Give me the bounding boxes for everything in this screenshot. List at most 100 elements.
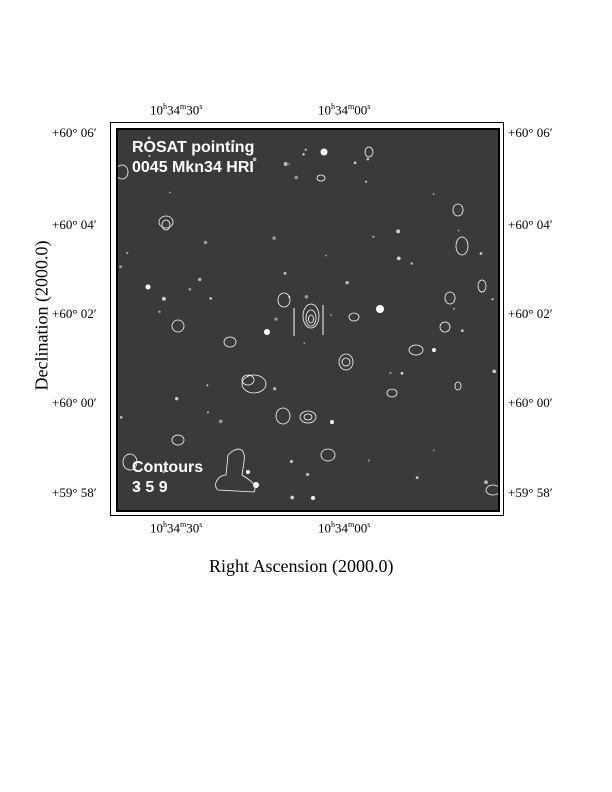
contour bbox=[302, 303, 320, 329]
contour bbox=[341, 357, 351, 367]
dec-tick-left-5: +59° 58′ bbox=[52, 485, 97, 500]
star bbox=[302, 153, 305, 156]
contour bbox=[277, 292, 291, 308]
star bbox=[303, 342, 306, 345]
star bbox=[206, 411, 209, 414]
contour bbox=[275, 407, 291, 425]
star bbox=[367, 459, 370, 462]
contour bbox=[348, 312, 360, 322]
star bbox=[484, 480, 488, 485]
contours-legend: Contours 3 5 9 bbox=[132, 458, 203, 498]
star bbox=[457, 229, 460, 232]
star bbox=[119, 416, 123, 419]
contour bbox=[455, 236, 469, 256]
contour bbox=[223, 336, 237, 348]
contour bbox=[171, 434, 185, 446]
star bbox=[252, 157, 257, 162]
star bbox=[147, 480, 150, 484]
star bbox=[161, 296, 166, 301]
bright-star bbox=[320, 148, 328, 156]
star bbox=[479, 252, 483, 255]
contour bbox=[305, 309, 317, 327]
contour bbox=[171, 319, 185, 333]
dec-tick-right-3: +60° 02′ bbox=[508, 306, 553, 321]
contour bbox=[303, 413, 313, 421]
bright-star bbox=[376, 305, 384, 313]
overlay-title: ROSAT pointing 0045 Mkn34 HRI bbox=[132, 138, 254, 178]
star bbox=[273, 387, 277, 391]
star bbox=[353, 161, 357, 165]
contour bbox=[161, 219, 171, 231]
star bbox=[188, 287, 192, 291]
star bbox=[372, 235, 375, 238]
dec-tick-right-2: +60° 04′ bbox=[508, 217, 553, 232]
x-axis-title: Right Ascension (2000.0) bbox=[209, 556, 394, 576]
star bbox=[283, 161, 288, 166]
contour bbox=[158, 215, 174, 229]
star bbox=[365, 180, 368, 183]
dec-tick-left-2: +60° 04′ bbox=[52, 217, 97, 232]
star bbox=[460, 329, 464, 332]
star bbox=[305, 472, 310, 477]
contour bbox=[338, 353, 354, 371]
star bbox=[203, 240, 208, 245]
star bbox=[198, 277, 202, 282]
contour bbox=[122, 453, 138, 471]
dec-tick-right-4: +60° 00′ bbox=[508, 395, 553, 410]
contours-levels: 3 5 9 bbox=[132, 479, 168, 496]
contour bbox=[439, 321, 451, 333]
star bbox=[175, 397, 179, 401]
star bbox=[289, 459, 293, 463]
sky-svg bbox=[118, 136, 498, 500]
star bbox=[148, 154, 151, 158]
bright-star bbox=[311, 496, 315, 500]
ra-tick-bottom-1: 10h34m30s bbox=[150, 520, 203, 536]
contour bbox=[118, 164, 129, 180]
star bbox=[389, 371, 392, 375]
star bbox=[432, 449, 435, 452]
sky-image: ROSAT pointing 0045 Mkn34 HRI Contours 3… bbox=[116, 128, 500, 512]
overlay-title-line1: ROSAT pointing bbox=[132, 139, 255, 156]
star bbox=[209, 297, 213, 300]
dec-tick-left-3: +60° 02′ bbox=[52, 306, 97, 321]
star bbox=[206, 384, 209, 387]
star bbox=[147, 136, 151, 140]
star bbox=[345, 280, 349, 285]
contour bbox=[320, 448, 336, 462]
star bbox=[324, 254, 327, 257]
contour bbox=[452, 203, 464, 217]
star bbox=[329, 314, 332, 317]
contour bbox=[215, 448, 256, 493]
star bbox=[169, 191, 171, 194]
star bbox=[410, 262, 413, 265]
star bbox=[125, 251, 129, 255]
dec-tick-right-1: +60° 06′ bbox=[508, 125, 553, 140]
star bbox=[396, 229, 401, 234]
star bbox=[119, 265, 123, 269]
contour bbox=[364, 146, 374, 158]
bright-star bbox=[145, 284, 151, 290]
dec-tick-right-5: +59° 58′ bbox=[508, 485, 553, 500]
star bbox=[304, 294, 309, 299]
star bbox=[492, 369, 496, 374]
y-axis-title: Declination (2000.0) bbox=[31, 240, 52, 391]
star bbox=[135, 484, 139, 489]
star bbox=[491, 298, 494, 301]
contour bbox=[241, 374, 255, 386]
star bbox=[432, 193, 435, 195]
contour bbox=[316, 174, 326, 182]
star bbox=[294, 175, 299, 180]
contours-label: Contours bbox=[132, 459, 204, 476]
star bbox=[396, 256, 401, 261]
star bbox=[400, 371, 404, 375]
star bbox=[218, 419, 223, 424]
dec-tick-left-1: +60° 06′ bbox=[52, 125, 97, 140]
star bbox=[415, 476, 419, 480]
star bbox=[366, 157, 370, 161]
ra-tick-top-1: 10h34m30s bbox=[150, 102, 203, 118]
star bbox=[290, 495, 295, 500]
ra-tick-top-2: 10h34m00s bbox=[318, 102, 371, 118]
contour bbox=[477, 279, 487, 293]
contour bbox=[454, 381, 462, 391]
star bbox=[146, 462, 150, 466]
